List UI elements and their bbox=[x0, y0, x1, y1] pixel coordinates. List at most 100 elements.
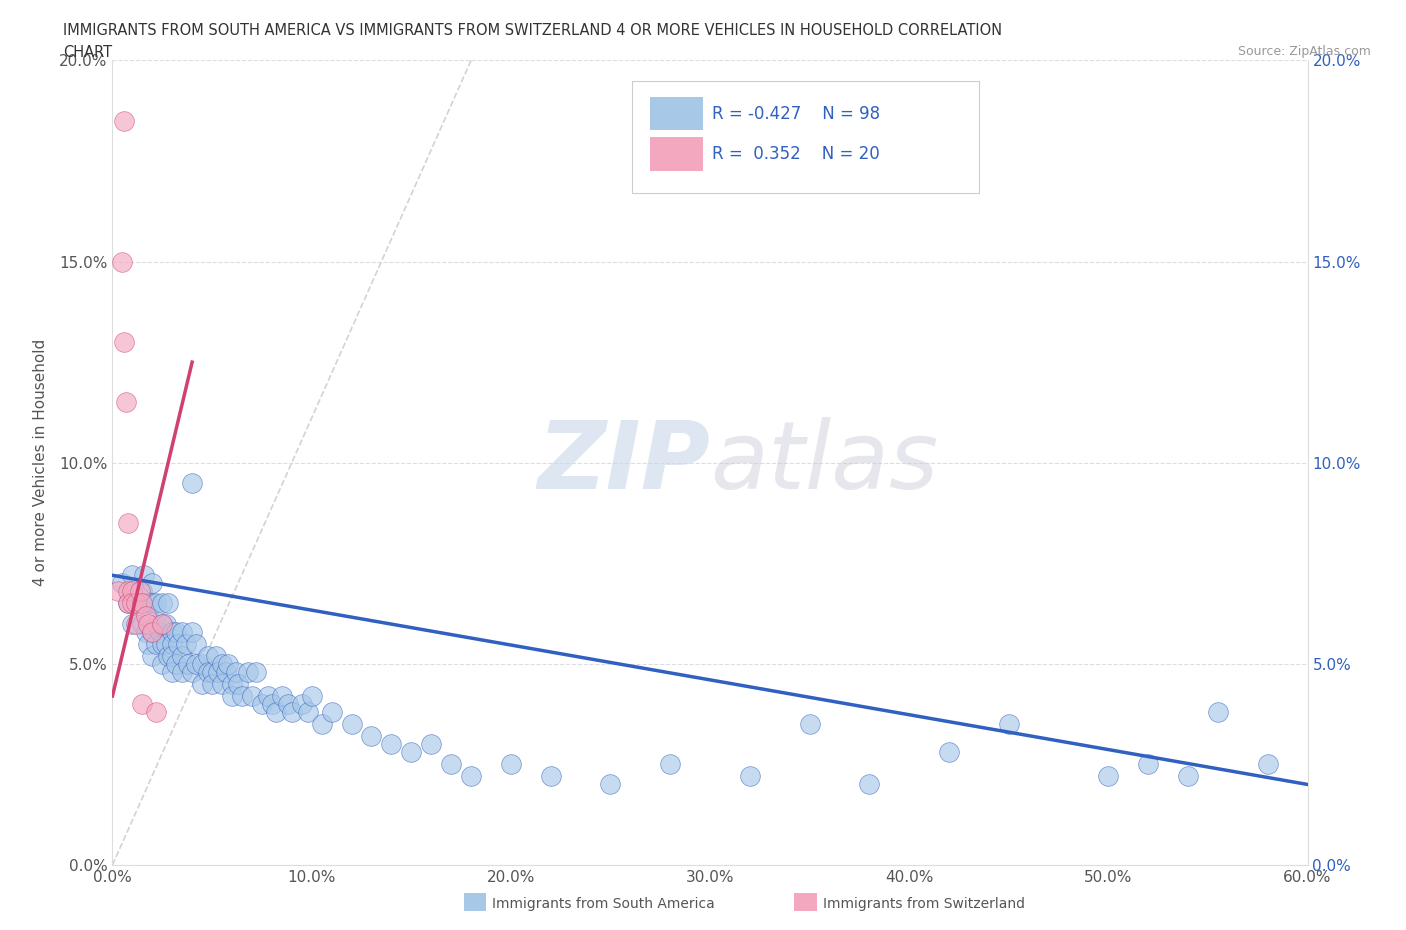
Point bbox=[231, 688, 253, 703]
Point bbox=[162, 624, 183, 639]
Point bbox=[460, 769, 482, 784]
Point bbox=[145, 616, 167, 631]
Point bbox=[217, 657, 239, 671]
Point bbox=[150, 616, 173, 631]
Text: R =  0.352    N = 20: R = 0.352 N = 20 bbox=[713, 145, 880, 163]
Point bbox=[311, 717, 333, 732]
Point bbox=[121, 584, 143, 599]
Point bbox=[1137, 757, 1160, 772]
Text: ZIP: ZIP bbox=[537, 417, 710, 509]
Point bbox=[401, 745, 423, 760]
Text: IMMIGRANTS FROM SOUTH AMERICA VS IMMIGRANTS FROM SWITZERLAND 4 OR MORE VEHICLES : IMMIGRANTS FROM SOUTH AMERICA VS IMMIGRA… bbox=[63, 23, 1002, 38]
Point bbox=[165, 624, 187, 639]
Point bbox=[145, 596, 167, 611]
Point bbox=[138, 616, 160, 631]
Point bbox=[440, 757, 463, 772]
Text: R = -0.427    N = 98: R = -0.427 N = 98 bbox=[713, 104, 880, 123]
Point bbox=[211, 657, 233, 671]
Point bbox=[121, 596, 143, 611]
Point bbox=[998, 717, 1021, 732]
Point bbox=[226, 676, 249, 691]
Point bbox=[181, 624, 204, 639]
Point bbox=[138, 596, 160, 611]
Point bbox=[117, 584, 139, 599]
Point bbox=[150, 596, 173, 611]
Point bbox=[250, 697, 273, 711]
Point bbox=[938, 745, 960, 760]
Point bbox=[135, 608, 157, 623]
Point bbox=[177, 657, 200, 671]
Point bbox=[260, 697, 283, 711]
Point bbox=[131, 584, 153, 599]
Point bbox=[141, 596, 163, 611]
Point bbox=[540, 769, 562, 784]
Point bbox=[1257, 757, 1279, 772]
Point bbox=[111, 576, 134, 591]
Point bbox=[150, 636, 173, 651]
Point bbox=[360, 729, 382, 744]
Text: Immigrants from South America: Immigrants from South America bbox=[492, 897, 714, 911]
Point bbox=[174, 636, 197, 651]
Point bbox=[205, 648, 228, 663]
Point bbox=[155, 636, 177, 651]
Point bbox=[145, 705, 167, 720]
Point bbox=[197, 664, 219, 679]
Y-axis label: 4 or more Vehicles in Household: 4 or more Vehicles in Household bbox=[34, 339, 48, 586]
Point bbox=[114, 113, 135, 128]
Text: CHART: CHART bbox=[63, 45, 112, 60]
Point bbox=[221, 676, 243, 691]
Point bbox=[191, 676, 214, 691]
Point bbox=[186, 636, 208, 651]
Point bbox=[111, 254, 134, 269]
Point bbox=[297, 705, 319, 720]
Point bbox=[264, 705, 287, 720]
Point bbox=[201, 676, 224, 691]
Point bbox=[129, 584, 152, 599]
Point bbox=[340, 717, 363, 732]
Point bbox=[858, 777, 880, 791]
Point bbox=[134, 568, 156, 583]
Point bbox=[321, 705, 343, 720]
Point bbox=[186, 657, 208, 671]
Point bbox=[167, 636, 190, 651]
Point bbox=[420, 737, 443, 751]
Point bbox=[141, 624, 163, 639]
Point bbox=[131, 616, 153, 631]
Point bbox=[380, 737, 402, 751]
Point bbox=[121, 568, 143, 583]
Point bbox=[155, 616, 177, 631]
Point bbox=[162, 648, 183, 663]
Point bbox=[135, 624, 157, 639]
Point bbox=[277, 697, 299, 711]
Point bbox=[1206, 705, 1229, 720]
Point bbox=[141, 648, 163, 663]
Point bbox=[150, 616, 173, 631]
Text: atlas: atlas bbox=[710, 418, 938, 508]
Point bbox=[197, 648, 219, 663]
Point bbox=[240, 688, 263, 703]
Point bbox=[157, 596, 180, 611]
Point bbox=[659, 757, 682, 772]
Point bbox=[107, 584, 129, 599]
Point bbox=[125, 616, 148, 631]
Point bbox=[141, 624, 163, 639]
Point bbox=[215, 664, 238, 679]
Point bbox=[162, 664, 183, 679]
Point bbox=[150, 657, 173, 671]
Point bbox=[270, 688, 292, 703]
Point bbox=[117, 515, 139, 530]
Point bbox=[157, 648, 180, 663]
Point bbox=[291, 697, 314, 711]
Point bbox=[138, 636, 160, 651]
Point bbox=[165, 657, 187, 671]
FancyBboxPatch shape bbox=[651, 137, 703, 171]
Point bbox=[281, 705, 304, 720]
Point bbox=[149, 624, 172, 639]
Point bbox=[125, 596, 148, 611]
Point bbox=[499, 757, 522, 772]
Point bbox=[236, 664, 259, 679]
Point bbox=[599, 777, 621, 791]
Point bbox=[738, 769, 761, 784]
Point bbox=[181, 664, 204, 679]
Point bbox=[181, 475, 204, 490]
